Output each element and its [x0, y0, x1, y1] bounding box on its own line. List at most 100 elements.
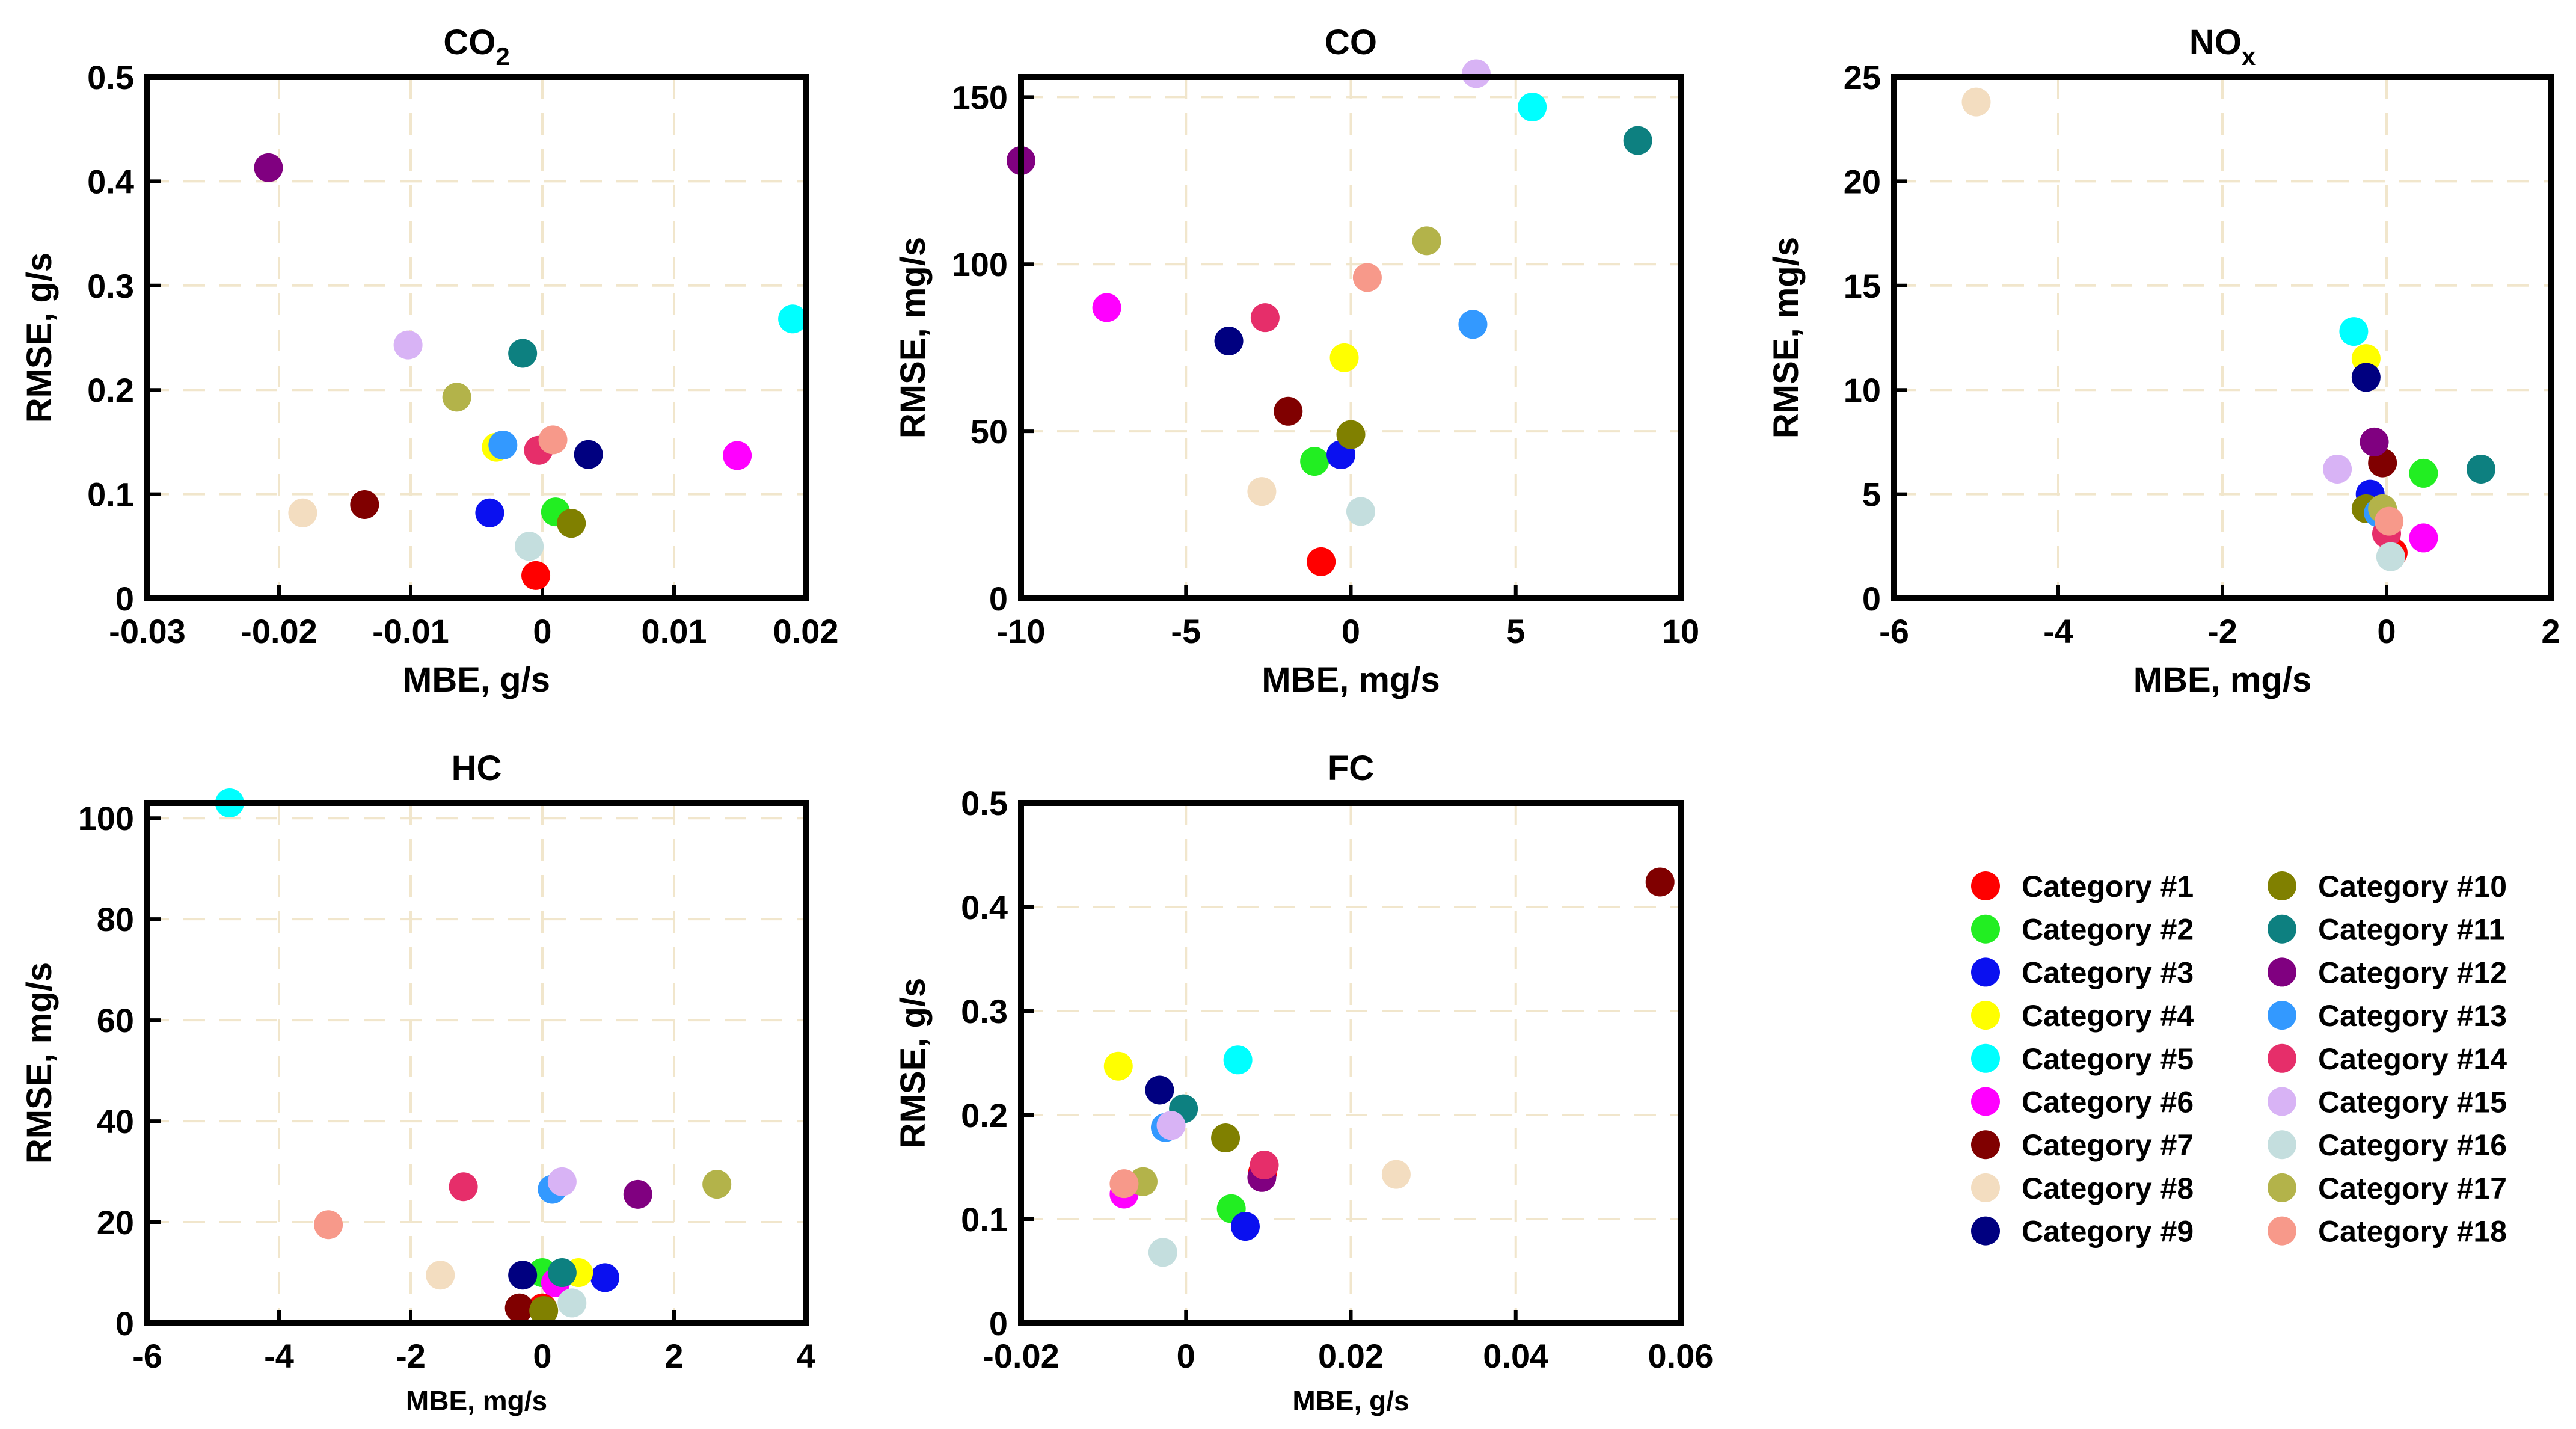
legend-item: Category #4: [1971, 999, 2194, 1033]
y-tick-label: 5: [1862, 476, 1881, 514]
legend-label: Category #6: [2022, 1086, 2194, 1119]
data-point: [1103, 1051, 1133, 1081]
legend-label: Category #11: [2318, 913, 2505, 947]
plot-frame: [144, 74, 809, 601]
data-point: [1458, 310, 1488, 339]
data-point: [488, 431, 518, 460]
data-point: [508, 339, 538, 368]
legend-label: Category #8: [2022, 1172, 2194, 1205]
legend-marker: [2268, 1087, 2296, 1116]
legend-item: Category #15: [2268, 1086, 2507, 1119]
legend-item: Category #7: [1971, 1128, 2194, 1162]
x-tick-label: -2: [396, 1337, 426, 1375]
plot-frame: [144, 800, 809, 1326]
chart-title-text: NO: [2189, 23, 2242, 62]
legend-item: Category #17: [2268, 1172, 2507, 1205]
legend-marker: [2268, 871, 2296, 900]
x-tick-label: 4: [796, 1337, 815, 1375]
data-point: [504, 1293, 534, 1323]
x-tick-label: 0.02: [773, 612, 839, 650]
data-point: [1250, 1151, 1279, 1180]
y-tick-label: 10: [1844, 371, 1881, 409]
legend-label: Category #2: [2022, 913, 2194, 947]
x-axis-label: MBE, g/s: [403, 660, 550, 699]
chart-panel: -0.03 -0.02 -0.01 0 0.01 0.02 0 0.1 0.2 0.3 0.4 0.5…: [20, 23, 839, 699]
y-tick-label: 0: [1862, 580, 1881, 618]
x-tick-label: -5: [1171, 612, 1201, 650]
legend-item: Category #10: [2268, 870, 2507, 903]
data-point: [2409, 523, 2438, 553]
legend-marker: [1971, 1130, 2000, 1160]
data-point: [2376, 542, 2405, 571]
data-point: [2351, 363, 2381, 392]
legend-label: Category #3: [2022, 956, 2194, 989]
y-axis-label: RMSE, mg/s: [20, 962, 59, 1164]
y-tick-label: 0.5: [961, 784, 1008, 822]
x-tick-label: 0: [533, 1337, 551, 1375]
data-point: [393, 330, 423, 360]
y-tick-label: 0.5: [87, 58, 134, 96]
data-point: [547, 1167, 577, 1196]
legend-item: Category #9: [1971, 1215, 2194, 1249]
legend-item: Category #14: [2268, 1042, 2507, 1076]
y-tick-label: 0.1: [961, 1200, 1008, 1238]
y-axis-label: RMSE, g/s: [20, 253, 59, 423]
data-point: [1518, 93, 1547, 122]
chart-title-text: HC: [452, 749, 502, 788]
data-point: [521, 561, 551, 590]
chart-title-subscript: x: [2242, 42, 2256, 70]
data-point: [1329, 343, 1359, 372]
legend-item: Category #12: [2268, 956, 2507, 989]
data-point: [449, 1172, 478, 1202]
data-point: [1156, 1111, 1186, 1140]
data-point: [590, 1263, 620, 1292]
data-point: [723, 441, 752, 470]
data-point: [1412, 226, 1441, 256]
data-point: [1214, 327, 1244, 356]
y-tick-label: 0.3: [961, 992, 1008, 1030]
data-point: [1336, 420, 1366, 449]
y-tick-label: 60: [97, 1001, 134, 1039]
data-point: [314, 1210, 343, 1240]
y-tick-label: 0.2: [87, 371, 134, 409]
y-axis-label: RMSE, g/s: [894, 978, 933, 1149]
data-point: [702, 1170, 732, 1199]
data-point: [1223, 1045, 1253, 1075]
x-tick-label: -6: [1879, 612, 1909, 650]
chart-title: CO2: [443, 23, 509, 70]
x-tick-label: -0.02: [983, 1337, 1060, 1375]
chart-title-text: CO: [443, 23, 495, 62]
x-tick-label: 10: [1662, 612, 1699, 650]
x-tick-label: 5: [1506, 612, 1525, 650]
x-axis-label: MBE, mg/s: [1262, 660, 1440, 699]
plot-frame: [1891, 74, 2554, 601]
x-tick-label: 0.06: [1648, 1337, 1714, 1375]
y-axis-label: RMSE, mg/s: [894, 237, 933, 438]
y-tick-label: 0.4: [961, 888, 1008, 926]
chart-title: HC: [452, 749, 502, 788]
data-point: [1307, 547, 1336, 576]
x-tick-label: 0: [1177, 1337, 1195, 1375]
x-axis-label: MBE, g/s: [1292, 1385, 1409, 1416]
x-axis-label: MBE, mg/s: [406, 1385, 547, 1416]
y-tick-label: 0: [989, 580, 1008, 618]
legend-marker: [2268, 914, 2296, 944]
y-tick-label: 0.3: [87, 267, 134, 305]
data-point: [1211, 1123, 1240, 1153]
x-tick-label: -10: [997, 612, 1046, 650]
legend-marker: [1971, 914, 2000, 944]
data-point: [1250, 303, 1280, 333]
data-point: [1274, 396, 1303, 426]
x-tick-label: 0.01: [642, 612, 707, 650]
legend-item: Category #18: [2268, 1215, 2507, 1249]
legend-marker: [2268, 957, 2296, 987]
chart-title: FC: [1328, 749, 1374, 788]
data-point: [2409, 458, 2438, 488]
data-point: [442, 383, 471, 412]
legend: Category #1 Category #2 Category #3 Categor…: [1971, 870, 2507, 1249]
data-point: [1092, 293, 1121, 322]
data-point: [1300, 447, 1329, 476]
data-point: [529, 1296, 559, 1326]
x-tick-label: 0: [2377, 612, 2396, 650]
